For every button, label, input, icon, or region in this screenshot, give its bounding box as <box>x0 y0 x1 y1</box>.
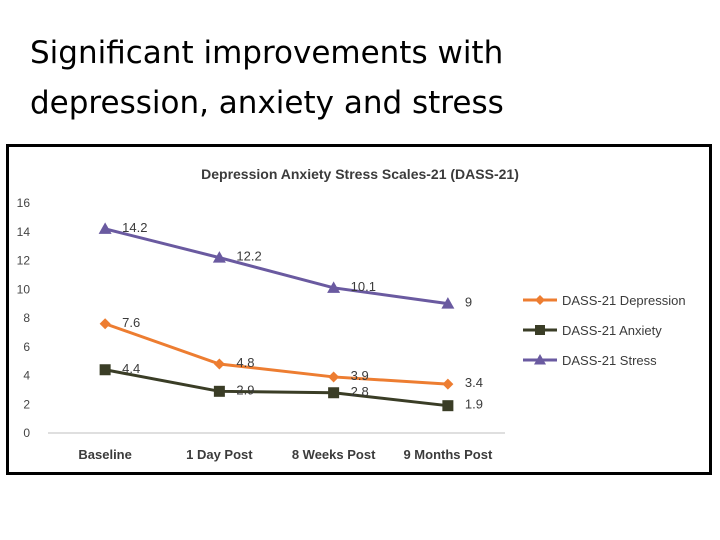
legend-marker <box>534 354 546 365</box>
y-tick-label: 16 <box>17 196 31 210</box>
data-label-depression: 3.4 <box>465 375 483 390</box>
legend-item-depression: DASS-21 Depression <box>523 293 686 308</box>
data-label-anxiety: 1.9 <box>465 397 483 412</box>
slide-title-line-1: Significant improvements with <box>30 35 504 71</box>
series-line-depression <box>104 322 448 386</box>
y-tick-label: 12 <box>17 254 31 268</box>
data-label-depression: 4.8 <box>236 355 254 370</box>
series-anxiety: 4.4 2.9 2.8 1.9 <box>99 361 483 412</box>
slide-title-line-2: depression, anxiety and stress <box>30 85 504 121</box>
legend-label: DASS-21 Anxiety <box>562 323 662 338</box>
series-stress: 14.2 12.2 10.1 9 <box>98 220 472 310</box>
y-tick-label: 8 <box>23 311 30 325</box>
data-point-anxiety <box>213 385 225 397</box>
legend-item-stress: DASS-21 Stress <box>523 353 657 368</box>
x-tick-label: 8 Weeks Post <box>292 447 376 462</box>
legend-marker <box>535 325 545 335</box>
chart-title: Depression Anxiety Stress Scales-21 (DAS… <box>201 166 519 182</box>
legend-marker <box>535 295 545 305</box>
data-label-anxiety: 4.4 <box>122 361 140 376</box>
data-point-depression <box>442 378 454 390</box>
data-point-anxiety <box>328 387 340 399</box>
data-label-depression: 7.6 <box>122 315 140 330</box>
series-line-stress <box>104 227 449 306</box>
data-label-anxiety: 2.9 <box>236 382 254 397</box>
data-point-depression <box>328 371 340 383</box>
data-point-stress <box>212 251 226 263</box>
data-point-stress <box>327 281 341 293</box>
y-tick-label: 4 <box>23 369 30 383</box>
slide-title: Significant improvements with depression… <box>30 28 670 128</box>
data-point-depression <box>99 318 111 330</box>
legend-item-anxiety: DASS-21 Anxiety <box>523 323 662 338</box>
data-label-anxiety: 2.8 <box>351 384 369 399</box>
legend-label: DASS-21 Stress <box>562 353 657 368</box>
series-depression: 7.6 4.8 3.9 3.4 <box>99 315 483 390</box>
data-point-anxiety <box>442 400 454 412</box>
legend-label: DASS-21 Depression <box>562 293 686 308</box>
data-label-stress: 9 <box>465 295 472 310</box>
x-tick-label: Baseline <box>78 447 131 462</box>
data-point-anxiety <box>99 364 111 376</box>
y-tick-label: 14 <box>17 225 31 239</box>
x-tick-label: 1 Day Post <box>186 447 253 462</box>
series-line-anxiety <box>104 368 449 408</box>
data-label-stress: 14.2 <box>122 220 147 235</box>
data-point-stress <box>441 297 455 309</box>
data-label-depression: 3.9 <box>351 368 369 383</box>
y-tick-label: 10 <box>17 282 31 296</box>
data-label-stress: 10.1 <box>351 279 376 294</box>
y-tick-label: 6 <box>23 340 30 354</box>
data-label-stress: 12.2 <box>236 249 261 264</box>
chart-frame <box>6 144 712 475</box>
y-tick-label: 0 <box>23 426 30 440</box>
y-tick-label: 2 <box>23 397 30 411</box>
data-point-stress <box>98 222 112 234</box>
x-tick-label: 9 Months Post <box>403 447 493 462</box>
data-point-depression <box>213 358 225 370</box>
